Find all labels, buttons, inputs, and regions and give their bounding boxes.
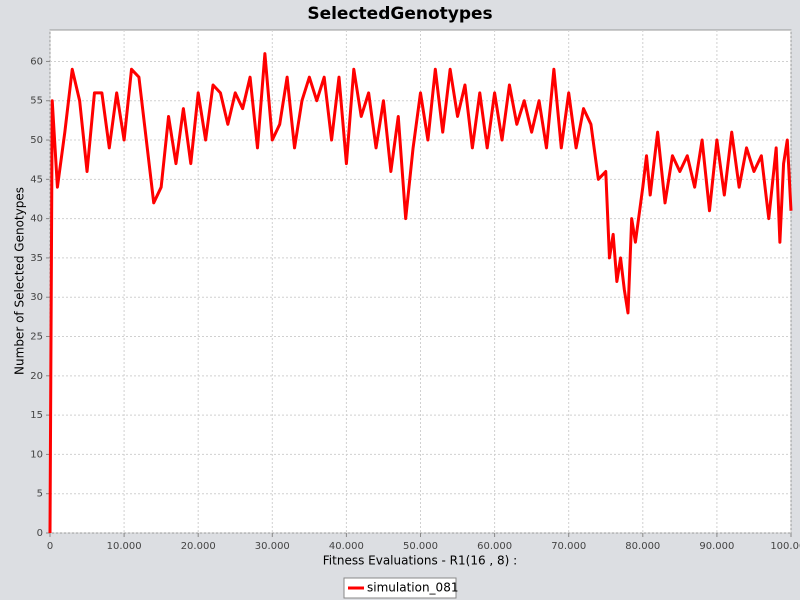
x-tick-label: 40.000 <box>329 541 364 552</box>
x-tick-label: 30.000 <box>255 541 290 552</box>
y-tick-label: 60 <box>30 56 43 67</box>
x-tick-label: 20.000 <box>181 541 216 552</box>
x-tick-label: 70.000 <box>551 541 586 552</box>
y-tick-label: 15 <box>30 410 43 421</box>
legend-label: simulation_081 <box>367 581 458 595</box>
y-tick-label: 50 <box>30 135 43 146</box>
y-tick-label: 55 <box>30 96 43 107</box>
x-tick-label: 100.000 <box>770 541 800 552</box>
x-tick-label: 80.000 <box>625 541 660 552</box>
y-tick-label: 5 <box>37 489 43 500</box>
y-tick-label: 35 <box>30 253 43 264</box>
y-tick-label: 0 <box>37 528 43 539</box>
x-axis-label: Fitness Evaluations - R1(16 , 8) : <box>323 554 517 568</box>
y-tick-label: 25 <box>30 332 43 343</box>
x-tick-label: 60.000 <box>477 541 512 552</box>
x-tick-label: 90.000 <box>699 541 734 552</box>
y-tick-label: 45 <box>30 174 43 185</box>
y-tick-label: 20 <box>30 371 43 382</box>
y-tick-label: 40 <box>30 214 43 225</box>
x-tick-label: 0 <box>47 541 53 552</box>
plot-area <box>49 29 792 534</box>
legend-box <box>343 577 457 599</box>
data-line <box>48 52 793 534</box>
y-axis-label: Number of Selected Genotypes <box>13 187 27 375</box>
x-tick-label: 10.000 <box>107 541 142 552</box>
y-tick-label: 10 <box>30 449 43 460</box>
chart-title: SelectedGenotypes <box>307 4 492 24</box>
y-tick-label: 30 <box>30 292 43 303</box>
x-tick-label: 50.000 <box>403 541 438 552</box>
